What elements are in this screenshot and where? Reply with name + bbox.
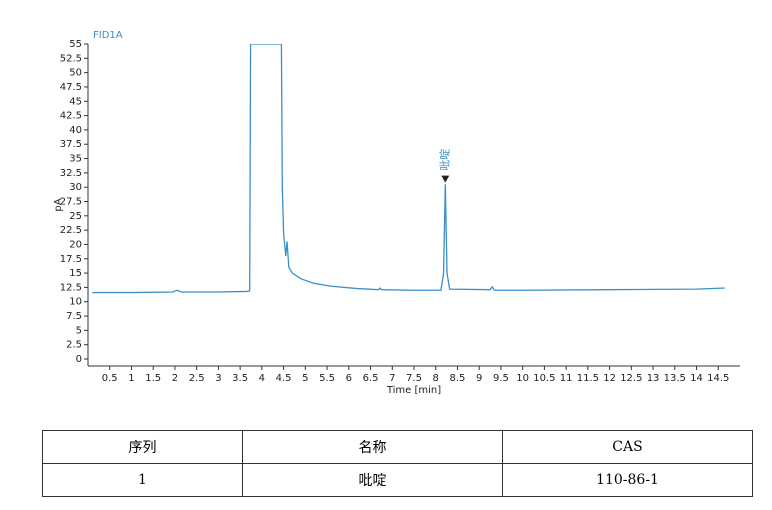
x-tick-label: 11.5 bbox=[577, 373, 599, 384]
x-tick-label: 10 bbox=[516, 373, 529, 384]
y-tick-label: 0 bbox=[76, 354, 82, 365]
cell: 吡啶 bbox=[242, 463, 503, 497]
header-cell: CAS bbox=[502, 430, 753, 464]
x-tick-label: 2.5 bbox=[189, 373, 205, 384]
data-table: 序列 名称 CAS 1 吡啶 110-86-1 bbox=[42, 430, 753, 497]
x-tick-label: 7.5 bbox=[406, 373, 422, 384]
y-tick-label: 25 bbox=[69, 211, 82, 222]
x-tick-label: 13.5 bbox=[664, 373, 686, 384]
x-tick-label: 12 bbox=[603, 373, 616, 384]
x-axis-label: Time [min] bbox=[386, 385, 441, 396]
x-tick-label: 5.5 bbox=[319, 373, 335, 384]
table-header: 序列 名称 CAS bbox=[42, 430, 753, 464]
x-tick-label: 7 bbox=[389, 373, 395, 384]
header-cell: 名称 bbox=[242, 430, 503, 464]
y-tick-label: 30 bbox=[69, 182, 82, 193]
x-tick-label: 0.5 bbox=[102, 373, 118, 384]
y-tick-label: 32.5 bbox=[60, 168, 82, 179]
x-tick-label: 6 bbox=[346, 373, 352, 384]
cell: 1 bbox=[42, 463, 243, 497]
x-tick-label: 5 bbox=[302, 373, 308, 384]
x-tick-label: 14.5 bbox=[707, 373, 729, 384]
y-tick-label: 7.5 bbox=[66, 311, 82, 322]
y-tick-label: 37.5 bbox=[60, 139, 82, 150]
chromatogram-line bbox=[92, 44, 725, 294]
x-tick-label: 8.5 bbox=[450, 373, 466, 384]
header-cell: 序列 bbox=[42, 430, 243, 464]
y-tick-label: 22.5 bbox=[60, 225, 82, 236]
y-tick-label: 17.5 bbox=[60, 254, 82, 265]
x-tick-label: 8 bbox=[433, 373, 439, 384]
x-tick-label: 9 bbox=[476, 373, 482, 384]
y-tick-label: 12.5 bbox=[60, 282, 82, 293]
x-tick-label: 11 bbox=[560, 373, 573, 384]
x-tick-label: 4.5 bbox=[276, 373, 292, 384]
y-tick-label: 55 bbox=[69, 39, 82, 50]
cell: 110-86-1 bbox=[502, 463, 753, 497]
x-tick-label: 13 bbox=[647, 373, 660, 384]
y-tick-label: 47.5 bbox=[60, 82, 82, 93]
x-tick-label: 9.5 bbox=[493, 373, 509, 384]
x-tick-label: 4 bbox=[259, 373, 265, 384]
plot-area bbox=[92, 44, 725, 294]
x-tick-label: 3.5 bbox=[232, 373, 248, 384]
chart-title: FID1A bbox=[93, 30, 123, 41]
y-tick-label: 45 bbox=[69, 96, 82, 107]
x-tick-label: 1.5 bbox=[145, 373, 161, 384]
y-tick-label: 52.5 bbox=[60, 53, 82, 64]
chart: FID1A Time [min] pA 02.557.51012.51517.5… bbox=[53, 30, 740, 396]
x-tick-label: 2 bbox=[172, 373, 178, 384]
y-tick-label: 5 bbox=[76, 325, 82, 336]
y-tick-label: 20 bbox=[69, 239, 82, 250]
y-tick-label: 50 bbox=[69, 68, 82, 79]
y-tick-label: 10 bbox=[69, 297, 82, 308]
y-tick-label: 15 bbox=[69, 268, 82, 279]
peak-label: 吡啶 bbox=[437, 149, 451, 171]
x-tick-label: 12.5 bbox=[620, 373, 642, 384]
x-tick-label: 3 bbox=[215, 373, 221, 384]
y-tick-label: 2.5 bbox=[66, 340, 82, 351]
y-tick-label: 35 bbox=[69, 154, 82, 165]
y-axis-label: pA bbox=[53, 198, 64, 211]
y-tick-label: 40 bbox=[69, 125, 82, 136]
x-tick-label: 10.5 bbox=[533, 373, 555, 384]
x-tick-label: 6.5 bbox=[363, 373, 379, 384]
table-row: 1 吡啶 110-86-1 bbox=[42, 463, 753, 497]
x-tick-label: 1 bbox=[128, 373, 134, 384]
y-tick-label: 27.5 bbox=[60, 197, 82, 208]
peak-marker bbox=[441, 175, 450, 183]
x-tick-label: 14 bbox=[690, 373, 703, 384]
y-tick-label: 42.5 bbox=[60, 111, 82, 122]
